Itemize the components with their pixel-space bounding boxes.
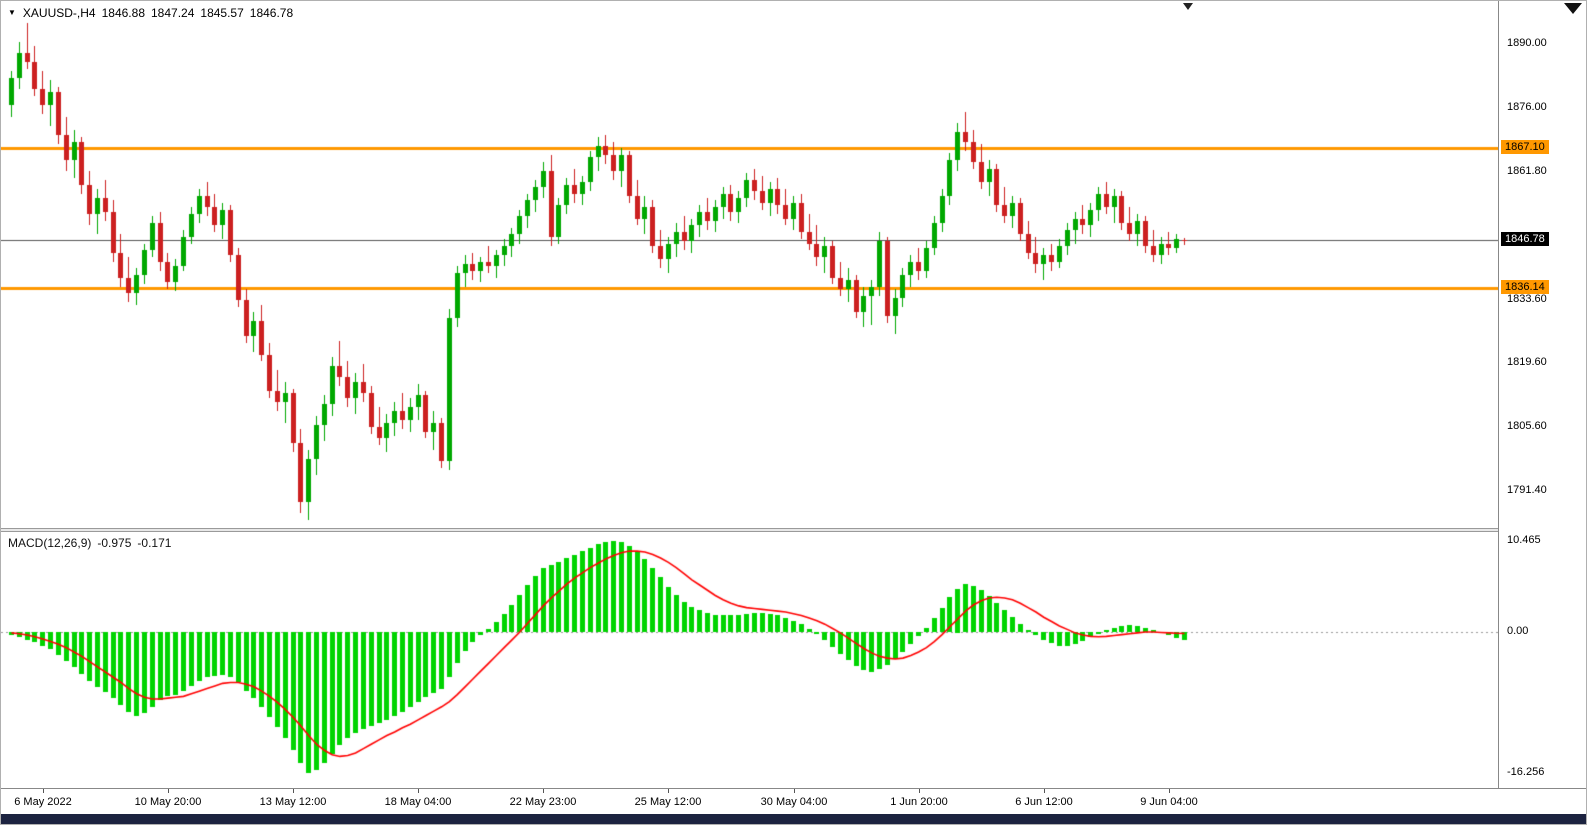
time-axis-label: 6 Jun 12:00 bbox=[1015, 796, 1073, 808]
macd-tick-label: 0.00 bbox=[1507, 625, 1529, 637]
bottom-bar bbox=[1, 814, 1586, 824]
hline-price-badge: 1867.10 bbox=[1501, 139, 1549, 154]
price-tick-label: 1861.80 bbox=[1507, 164, 1547, 177]
symbol-timeframe-label: XAUUSD-,H4 bbox=[22, 6, 96, 20]
price-tick-label: 1833.60 bbox=[1507, 292, 1547, 305]
current-price-badge: 1846.78 bbox=[1501, 231, 1549, 246]
price-chart-canvas[interactable] bbox=[1, 1, 1498, 528]
time-axis-label: 25 May 12:00 bbox=[634, 796, 702, 808]
ohlc-low: 1845.57 bbox=[200, 6, 244, 20]
symbol-dropdown-icon[interactable]: ▼ bbox=[8, 8, 16, 17]
ohlc-high: 1847.24 bbox=[151, 6, 195, 20]
time-axis-tick bbox=[293, 789, 294, 793]
time-axis-tick bbox=[43, 789, 44, 793]
macd-pane[interactable]: MACD(12,26,9) -0.975 -0.171 bbox=[1, 532, 1498, 788]
time-axis-label: 18 May 04:00 bbox=[384, 796, 452, 808]
price-tick-label: 1876.00 bbox=[1507, 100, 1547, 113]
time-axis-label: 10 May 20:00 bbox=[134, 796, 202, 808]
time-axis-tick bbox=[794, 789, 795, 793]
time-axis-label: 9 Jun 04:00 bbox=[1140, 796, 1198, 808]
indicator-label: MACD(12,26,9) bbox=[8, 536, 92, 550]
time-axis-label: 6 May 2022 bbox=[14, 796, 72, 808]
ohlc-close: 1846.78 bbox=[249, 6, 294, 20]
time-axis-tick bbox=[919, 789, 920, 793]
indicator-main-value: -0.975 bbox=[97, 536, 132, 550]
macd-chart-canvas[interactable] bbox=[1, 532, 1498, 788]
chart-shift-marker-icon[interactable] bbox=[1183, 3, 1193, 10]
time-axis-label: 30 May 04:00 bbox=[760, 796, 828, 808]
time-axis-tick bbox=[418, 789, 419, 793]
time-axis-tick bbox=[168, 789, 169, 793]
price-tick-label: 1890.00 bbox=[1507, 37, 1547, 50]
time-axis[interactable]: 6 May 2022 10 May 20:00 13 May 12:00 18 May… bbox=[1, 788, 1586, 814]
indicator-header: MACD(12,26,9) -0.975 -0.171 bbox=[8, 536, 171, 550]
corner-triangle-icon bbox=[1564, 3, 1582, 14]
time-axis-label: 1 Jun 20:00 bbox=[890, 796, 948, 808]
time-axis-tick bbox=[1169, 789, 1170, 793]
time-axis-tick bbox=[668, 789, 669, 793]
time-axis-label: 22 May 23:00 bbox=[509, 796, 577, 808]
macd-tick-label: 10.465 bbox=[1507, 533, 1541, 546]
price-tick-label: 1805.60 bbox=[1507, 419, 1547, 432]
indicator-axis[interactable]: 10.465 0.00 -16.256 bbox=[1498, 532, 1586, 788]
price-pane[interactable]: ▼ XAUUSD-,H4 1846.88 1847.24 1845.57 184… bbox=[1, 1, 1498, 528]
time-axis-tick bbox=[543, 789, 544, 793]
hline-price-badge: 1836.14 bbox=[1501, 280, 1549, 295]
ohlc-open: 1846.88 bbox=[101, 6, 145, 20]
chart-header: ▼ XAUUSD-,H4 1846.88 1847.24 1845.57 184… bbox=[8, 6, 293, 20]
price-tick-label: 1791.40 bbox=[1507, 484, 1547, 497]
price-tick-label: 1819.60 bbox=[1507, 356, 1547, 369]
macd-tick-label: -16.256 bbox=[1507, 766, 1545, 779]
time-axis-label: 13 May 12:00 bbox=[259, 796, 327, 808]
indicator-signal-value: -0.171 bbox=[137, 536, 172, 550]
time-axis-tick bbox=[1044, 789, 1045, 793]
pane-splitter[interactable] bbox=[1, 528, 1586, 532]
price-axis[interactable]: 1890.00 1876.00 1861.80 1833.60 1819.60 1805.… bbox=[1498, 1, 1586, 532]
